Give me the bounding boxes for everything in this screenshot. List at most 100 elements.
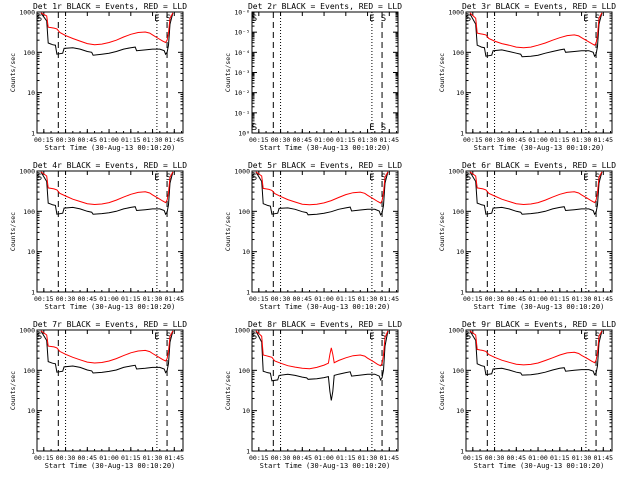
lld-rate-line — [40, 12, 174, 46]
end-flag-label: E — [369, 173, 374, 183]
y-tick-label: 100 — [23, 208, 35, 216]
detector-panel: Det 1r BLACK = Events, RED = LLD 00:15 00:… — [9, 2, 187, 152]
x-tick-label: 01:45 — [165, 295, 185, 303]
x-tick-label: 00:15 — [463, 454, 483, 462]
x-tick-label: 00:30 — [56, 136, 76, 144]
x-tick-label: 00:45 — [507, 136, 527, 144]
start-flag-label: S — [166, 14, 171, 24]
plot-frame — [465, 11, 613, 134]
x-tick-label: 01:15 — [121, 136, 141, 144]
x-tick-label: 00:45 — [293, 136, 313, 144]
x-tick-label: 01:30 — [358, 136, 378, 144]
events-rate-line — [255, 330, 389, 401]
y-tick-label: 10⁻⁴ — [234, 49, 250, 57]
events-rate-line — [469, 12, 603, 58]
x-tick-label: 00:30 — [56, 454, 76, 462]
y-tick-label: 1000 — [19, 327, 35, 335]
x-tick-label: 00:30 — [271, 136, 291, 144]
end-flag-label: E — [369, 123, 374, 133]
start-flag-label: S — [37, 332, 42, 342]
x-tick-label: 01:00 — [314, 136, 334, 144]
start-flag-label: S — [466, 332, 471, 342]
x-axis-label: Start Time (30-Aug-13 00:10:20) — [474, 303, 605, 311]
x-tick-label: 01:30 — [572, 295, 592, 303]
x-axis-label: Start Time (30-Aug-13 00:10:20) — [260, 303, 391, 311]
y-tick-label: 1 — [460, 289, 464, 297]
panel-title: Det 1r BLACK = Events, RED = LLD — [33, 2, 187, 11]
start-flag-label: S — [166, 332, 171, 342]
x-tick-label: 00:30 — [485, 295, 505, 303]
y-tick-label: 1000 — [19, 168, 35, 176]
plot-frame — [465, 170, 613, 293]
x-tick-label: 01:15 — [550, 136, 570, 144]
y-tick-label: 100 — [452, 49, 464, 57]
y-axis-label: Counts/sec — [9, 371, 17, 410]
start-flag-label: S — [252, 123, 257, 133]
plot-frame — [36, 170, 184, 293]
x-tick-label: 01:30 — [572, 136, 592, 144]
y-tick-label: 10 — [27, 89, 35, 97]
x-tick-label: 01:00 — [99, 136, 119, 144]
end-flag-label: E — [154, 173, 159, 183]
lld-rate-line — [469, 330, 603, 366]
y-tick-label: 1 — [246, 448, 250, 456]
y-tick-label: 10 — [27, 407, 35, 415]
y-tick-label: 10⁻¹ — [234, 109, 250, 117]
plot-frame — [251, 329, 399, 452]
y-tick-label: 10 — [456, 407, 464, 415]
x-tick-label: 01:00 — [528, 136, 548, 144]
x-tick-label: 01:30 — [143, 136, 163, 144]
x-tick-label: 00:45 — [78, 454, 98, 462]
panel-title: Det 8r BLACK = Events, RED = LLD — [248, 320, 402, 329]
y-axis-label: Counts/sec — [9, 53, 17, 92]
y-tick-label: 1 — [460, 130, 464, 138]
y-tick-label: 10⁻³ — [234, 69, 250, 77]
x-tick-label: 01:00 — [528, 295, 548, 303]
lld-rate-line — [469, 12, 603, 49]
y-tick-label: 10 — [27, 248, 35, 256]
y-tick-label: 100 — [238, 208, 250, 216]
x-tick-label: 01:45 — [594, 136, 614, 144]
y-tick-label: 1 — [31, 289, 35, 297]
y-tick-label: 10 — [242, 407, 250, 415]
lld-rate-line — [40, 171, 174, 206]
x-tick-label: 01:45 — [380, 295, 400, 303]
x-tick-label: 01:00 — [528, 454, 548, 462]
x-tick-label: 00:15 — [34, 454, 54, 462]
y-tick-label: 1 — [246, 289, 250, 297]
y-tick-label: 10⁻² — [234, 89, 250, 97]
x-tick-label: 01:45 — [165, 454, 185, 462]
start-flag-label: S — [37, 14, 42, 24]
events-rate-line — [469, 171, 603, 216]
events-rate-line — [40, 12, 174, 56]
x-tick-label: 01:30 — [143, 454, 163, 462]
x-tick-label: 00:15 — [34, 136, 54, 144]
x-tick-label: 00:15 — [34, 295, 54, 303]
x-tick-label: 01:15 — [336, 136, 356, 144]
start-flag-label: S — [252, 332, 257, 342]
lld-rate-line — [255, 171, 389, 206]
y-tick-label: 100 — [452, 367, 464, 375]
x-tick-label: 00:30 — [56, 295, 76, 303]
plot-frame — [36, 329, 184, 452]
panel-title: Det 5r BLACK = Events, RED = LLD — [248, 161, 402, 170]
x-tick-label: 01:15 — [336, 295, 356, 303]
x-tick-label: 01:15 — [336, 454, 356, 462]
start-flag-label: S — [381, 173, 386, 183]
x-axis-label: Start Time (30-Aug-13 00:10:20) — [474, 144, 605, 152]
plot-frame — [36, 11, 184, 134]
y-axis-label: Counts/sec — [438, 53, 446, 92]
y-tick-label: 1 — [31, 448, 35, 456]
x-tick-label: 01:30 — [572, 454, 592, 462]
y-axis-label: Counts/sec — [224, 212, 232, 251]
x-axis-label: Start Time (30-Aug-13 00:10:20) — [260, 462, 391, 470]
x-tick-label: 00:15 — [249, 454, 269, 462]
start-flag-label: S — [466, 173, 471, 183]
x-tick-label: 00:30 — [485, 454, 505, 462]
